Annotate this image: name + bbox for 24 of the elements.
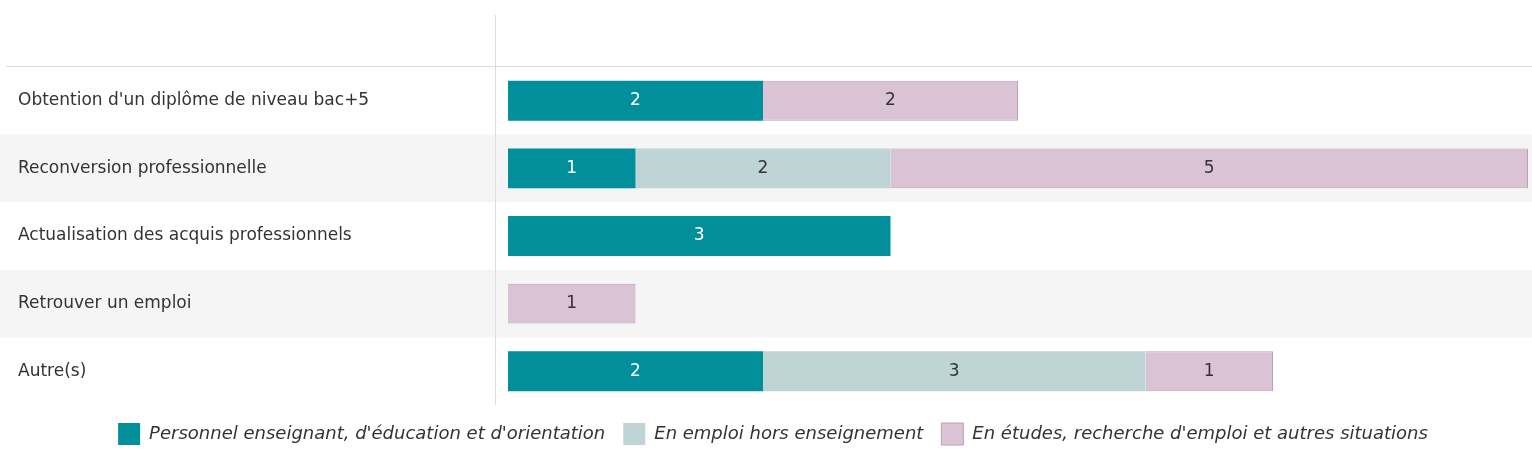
data-label: 5 bbox=[1203, 156, 1215, 177]
legend-label: En emploi hors enseignement bbox=[654, 421, 925, 443]
data-label: 2 bbox=[885, 89, 896, 110]
data-label: 2 bbox=[757, 156, 769, 177]
bar bbox=[635, 148, 891, 189]
legend-label: En études, recherche d'emploi et autres situations bbox=[972, 421, 1428, 443]
y-tick-label: Retrouver un emploi bbox=[18, 292, 192, 313]
y-tick-label: Autre(s) bbox=[18, 359, 87, 380]
bar bbox=[508, 148, 636, 189]
y-tick-label: Reconversion professionnelle bbox=[18, 156, 267, 177]
data-label: 3 bbox=[948, 359, 960, 380]
y-tick-label: Obtention d'un diplôme de niveau bac+5 bbox=[18, 89, 370, 110]
legend-label: Personnel enseignant, d'éducation et d'orientation bbox=[149, 421, 606, 443]
data-label: 2 bbox=[630, 89, 641, 110]
data-label: 2 bbox=[630, 359, 641, 380]
bar bbox=[508, 80, 763, 121]
data-label: 1 bbox=[566, 156, 578, 177]
bar bbox=[508, 216, 891, 256]
data-label: 3 bbox=[693, 224, 705, 245]
bar bbox=[508, 351, 763, 392]
bar bbox=[763, 351, 1146, 392]
data-label: 1 bbox=[1203, 359, 1215, 380]
data-label: 1 bbox=[566, 292, 578, 313]
y-tick-label: Actualisation des acquis professionnels bbox=[18, 224, 352, 245]
